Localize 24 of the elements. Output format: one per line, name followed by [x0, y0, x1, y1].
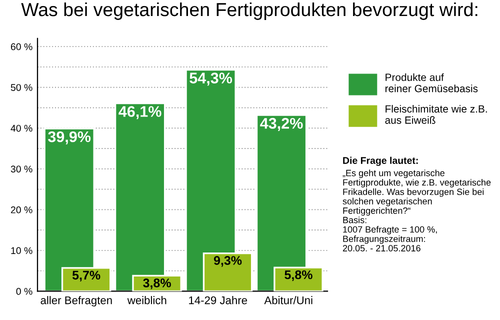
- data-label: 5,7%: [72, 270, 100, 282]
- x-tick-label: aller Befragten: [40, 296, 112, 306]
- legend-label: Produkte auf reiner Gemüsebasis: [385, 73, 478, 92]
- data-label: 9,3%: [214, 256, 242, 267]
- data-label: 5,8%: [284, 270, 312, 281]
- x-tick-label: Abitur/Uni: [264, 296, 312, 304]
- data-label: 46,1%: [118, 106, 162, 120]
- data-label: 54,3%: [190, 72, 232, 86]
- text: „Es geht um vegetarische Fertigprodukte, wie z.B. vegetarische Frikadelle. Was bevorzugen Sie bei solchen vegetarischen Fertiggerichten?“ Basis: 1007 Befragte = 100 %, Befragungszeitraum: 20.05. - 21.05.2016: [342, 170, 491, 252]
- y-tick-label: 40 %: [10, 124, 32, 132]
- y-tick-label: 0 %: [16, 288, 32, 295]
- data-label: 43,2%: [260, 118, 303, 131]
- y-tick-label: 60 %: [10, 43, 32, 50]
- y-tick-label: 50 %: [10, 84, 32, 91]
- chart-title: Was bei vegetarischen Fertigprodukten bevorzugt wird:: [21, 2, 478, 20]
- x-tick-label: weiblich: [127, 296, 166, 304]
- y-tick-label: 20 %: [10, 206, 32, 214]
- y-tick-label: 10 %: [11, 247, 32, 254]
- x-tick-label: 14-29 Jahre: [189, 296, 248, 304]
- y-tick-label: 30 %: [10, 166, 32, 172]
- text: Die Frage lautet:: [343, 156, 418, 166]
- legend-label: Fleischimitate wie z.B. aus Eiweiß: [385, 104, 487, 124]
- data-label: 3,8%: [143, 278, 171, 290]
- data-label: 39,9%: [48, 131, 91, 144]
